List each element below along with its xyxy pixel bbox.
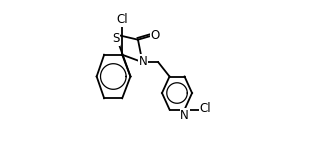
Text: O: O: [151, 29, 160, 42]
Text: S: S: [112, 32, 119, 45]
Text: Cl: Cl: [200, 102, 211, 115]
Text: N: N: [180, 109, 189, 122]
Text: N: N: [139, 55, 148, 68]
Text: Cl: Cl: [116, 13, 128, 26]
